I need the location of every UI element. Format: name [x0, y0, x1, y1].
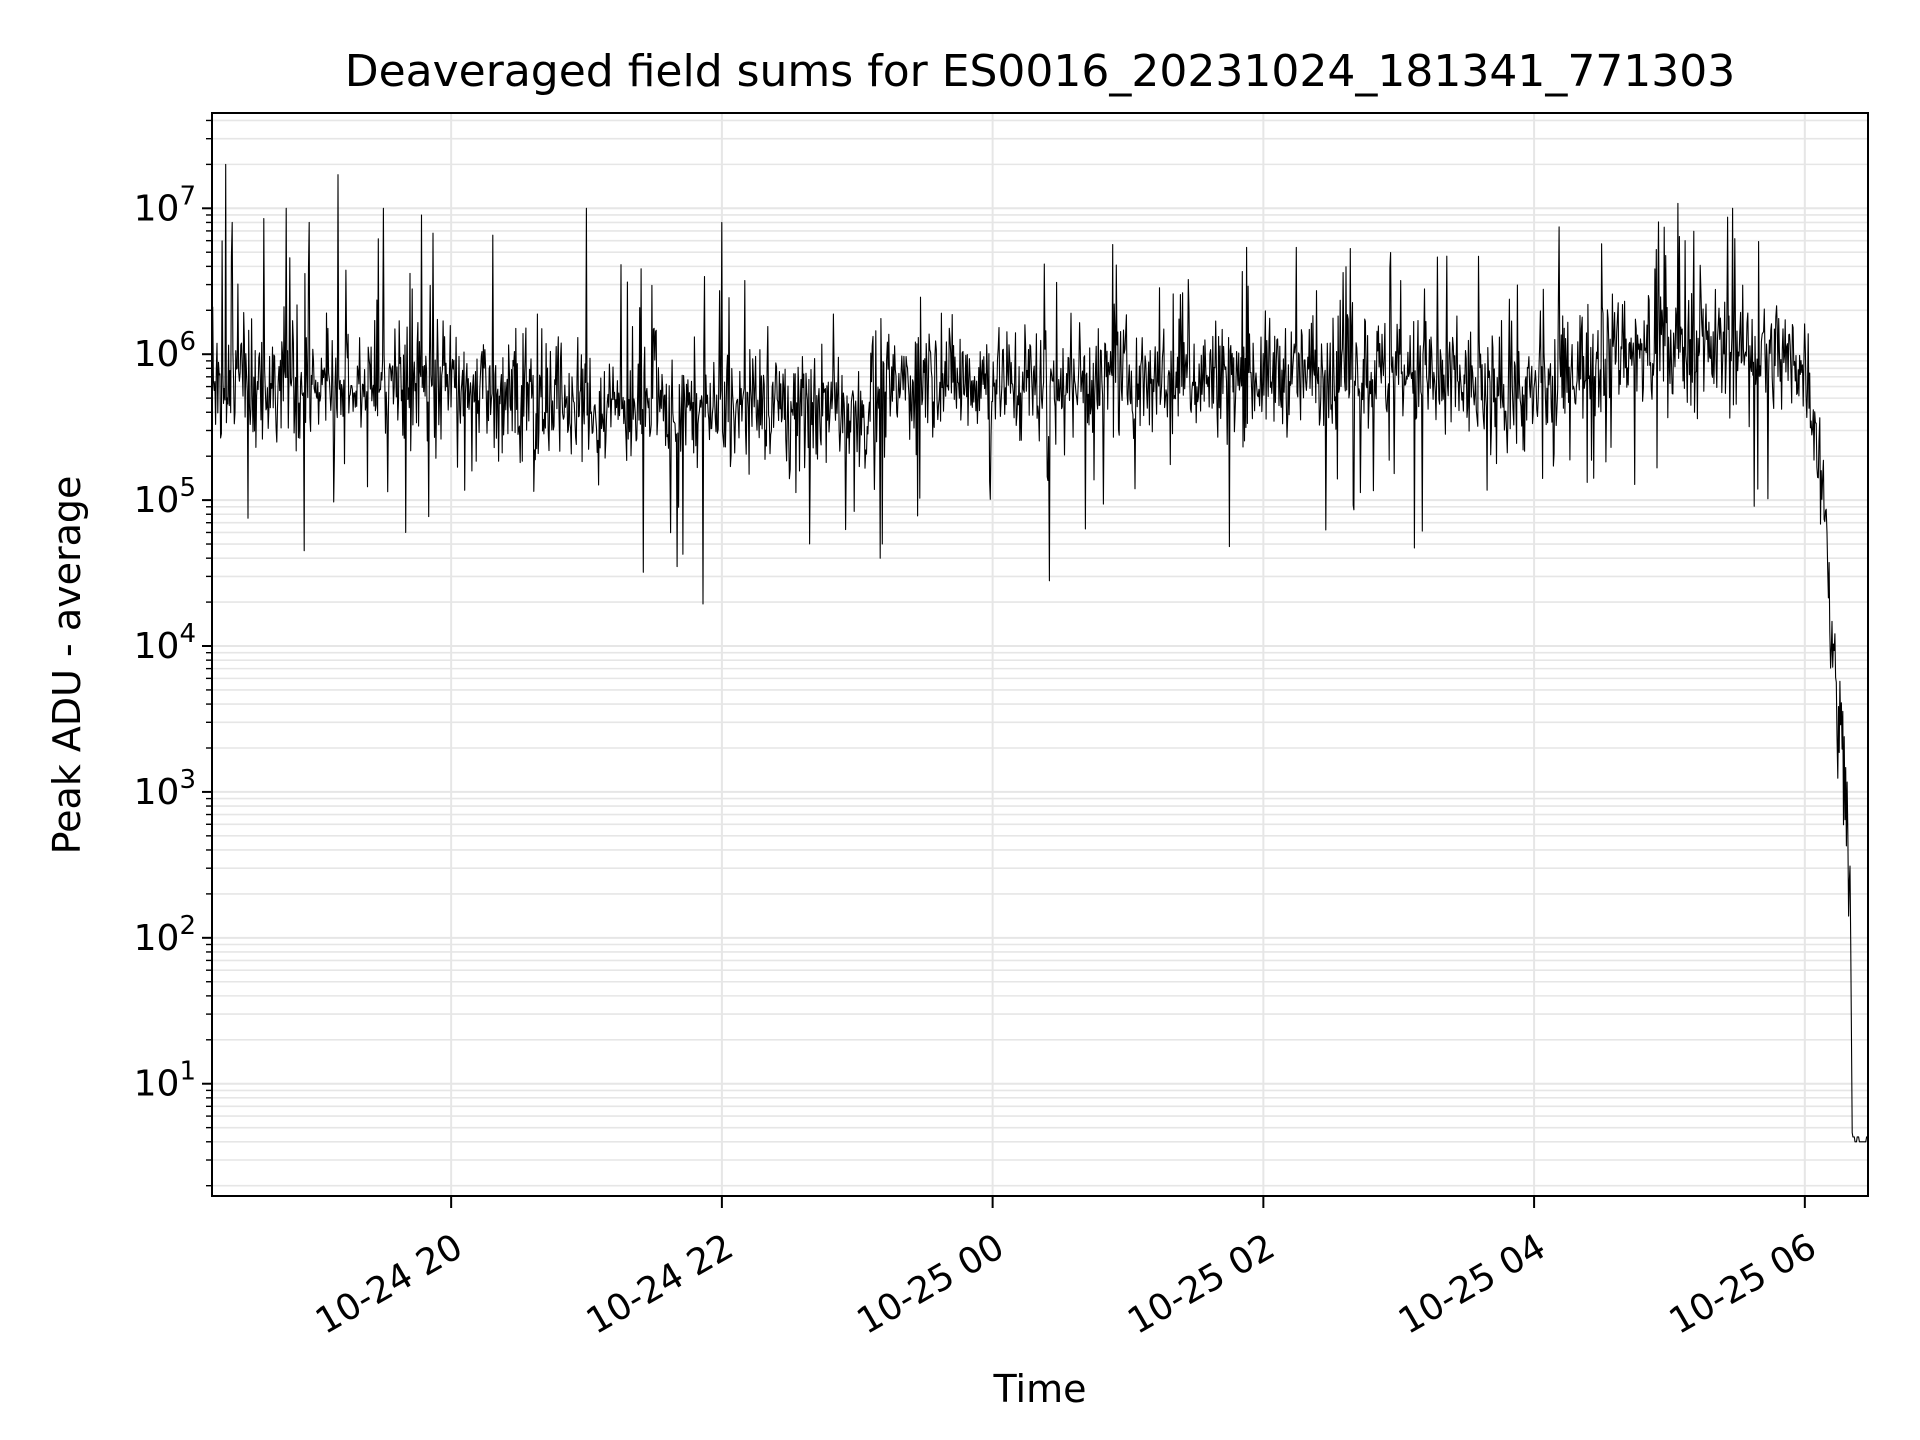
y-tick-label: 103: [134, 765, 196, 813]
y-tick-label: 104: [134, 619, 196, 667]
y-tick-label: 102: [134, 911, 196, 959]
x-axis-label: Time: [993, 1367, 1087, 1411]
y-tick-label: 101: [134, 1057, 196, 1105]
y-tick-label: 106: [134, 327, 196, 375]
y-tick-label: 107: [134, 181, 196, 229]
series-layer: [211, 163, 1868, 1143]
y-axis-label: Peak ADU - average: [45, 476, 89, 855]
plot-frame: [211, 112, 1869, 1197]
series-line: [211, 163, 1868, 1143]
y-tick-label: 105: [134, 473, 196, 521]
chart-title: Deaveraged field sums for ES0016_2023102…: [345, 46, 1736, 97]
